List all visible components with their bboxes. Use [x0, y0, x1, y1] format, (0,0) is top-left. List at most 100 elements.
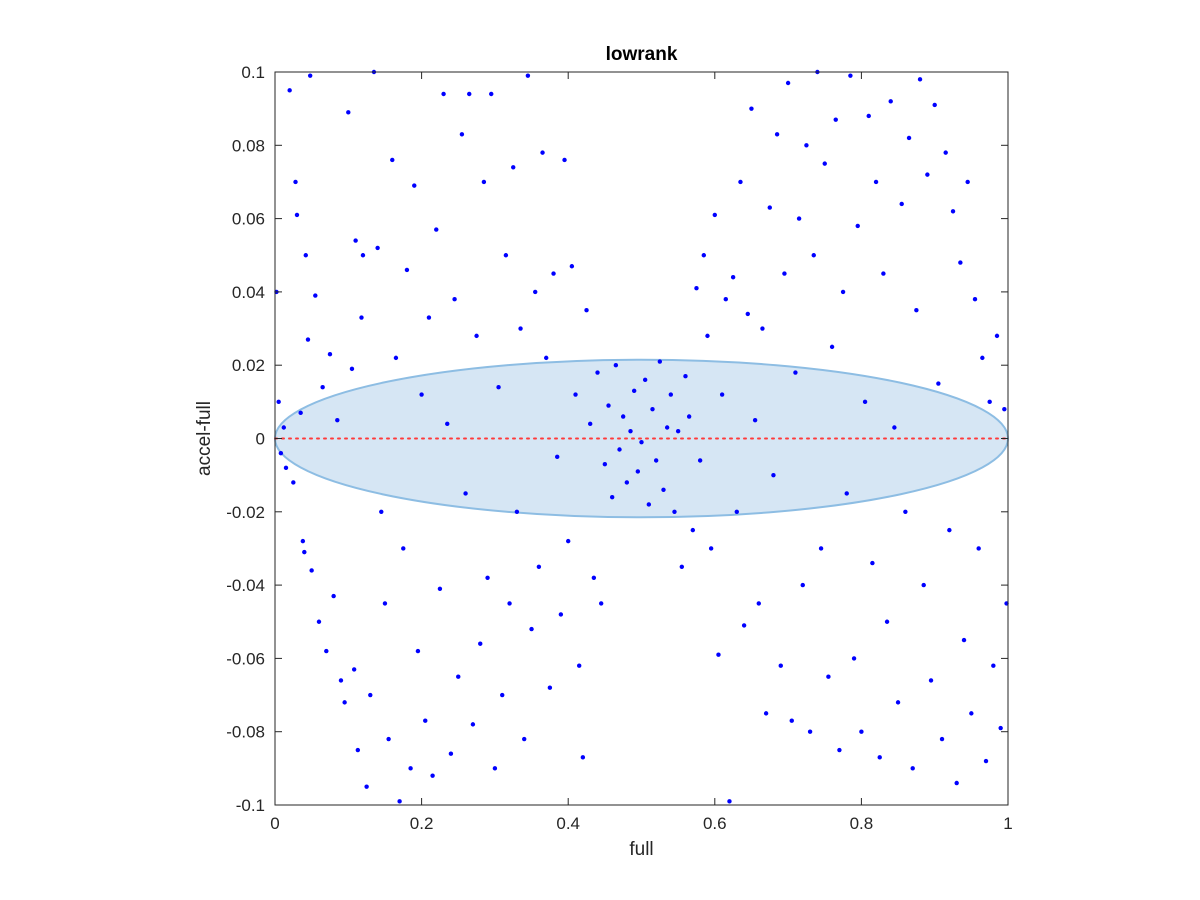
data-point — [994, 333, 1000, 339]
data-point — [522, 736, 527, 742]
data-point — [478, 641, 483, 646]
data-point — [426, 315, 432, 320]
data-point — [804, 143, 809, 148]
data-point — [448, 751, 454, 756]
chart-title: lowrank — [606, 44, 678, 65]
data-point — [525, 73, 531, 78]
data-point — [309, 568, 314, 573]
data-point — [760, 326, 765, 331]
data-point — [793, 370, 798, 375]
data-point — [606, 403, 611, 408]
data-point — [303, 253, 308, 258]
data-point — [785, 80, 791, 86]
data-point — [763, 711, 769, 716]
x-tick-label: 1 — [1003, 814, 1012, 833]
data-point — [375, 245, 380, 251]
data-point — [620, 414, 626, 419]
data-point — [991, 663, 996, 668]
data-point — [485, 575, 490, 580]
data-point — [947, 527, 952, 533]
data-point — [829, 344, 835, 350]
x-tick-label: 0.2 — [410, 814, 434, 833]
data-point — [547, 685, 553, 690]
y-axis-label: accel-full — [194, 401, 215, 476]
data-point — [767, 205, 772, 210]
data-point — [595, 370, 600, 375]
y-tick-label: 0.08 — [232, 136, 265, 155]
data-point — [533, 289, 538, 295]
data-point — [291, 480, 296, 485]
data-point — [873, 179, 879, 185]
data-point — [353, 238, 358, 243]
data-point — [837, 747, 842, 753]
y-tick-label: -0.08 — [226, 723, 265, 742]
data-point — [738, 179, 743, 185]
x-tick-label: 0 — [270, 814, 279, 833]
data-point — [774, 132, 780, 137]
data-point — [481, 179, 487, 185]
data-point — [503, 253, 509, 258]
data-point — [536, 564, 542, 569]
data-point — [782, 271, 787, 276]
y-tick-label: 0.04 — [232, 283, 265, 302]
y-tick-label: 0.1 — [241, 63, 265, 82]
data-point — [800, 582, 805, 588]
data-point — [668, 392, 674, 397]
data-point — [910, 766, 915, 771]
data-point — [300, 538, 306, 544]
data-point — [932, 102, 937, 108]
data-point — [1002, 406, 1007, 412]
data-point — [624, 480, 630, 485]
data-point — [281, 425, 286, 430]
data-point — [349, 366, 355, 372]
data-point — [826, 674, 831, 679]
data-point — [609, 494, 615, 500]
data-point — [859, 729, 864, 734]
data-point — [540, 150, 545, 155]
data-point — [331, 593, 336, 599]
data-point — [529, 626, 534, 632]
data-point — [745, 311, 750, 317]
data-point — [888, 99, 893, 104]
data-point — [661, 487, 666, 493]
data-point — [642, 377, 648, 383]
data-point — [496, 384, 501, 390]
data-point — [602, 461, 608, 467]
data-point — [969, 711, 974, 716]
data-point — [892, 425, 897, 430]
data-point — [445, 421, 450, 427]
data-point — [613, 363, 619, 368]
data-point — [811, 253, 816, 258]
data-point — [500, 692, 505, 698]
data-point — [404, 267, 410, 273]
data-point — [730, 275, 736, 280]
data-point — [434, 227, 439, 232]
data-point — [939, 736, 945, 742]
data-point — [679, 564, 685, 569]
data-point — [386, 736, 391, 742]
data-point — [390, 157, 395, 163]
data-point — [789, 718, 794, 723]
data-point — [307, 73, 313, 78]
data-point — [796, 216, 802, 221]
data-point — [419, 392, 424, 397]
data-point — [701, 253, 707, 258]
data-point — [840, 289, 846, 295]
data-point — [650, 406, 655, 412]
data-point — [489, 91, 494, 97]
data-point — [569, 264, 575, 269]
data-point — [584, 308, 589, 313]
data-point — [914, 308, 919, 313]
data-point — [851, 656, 857, 661]
data-point — [518, 326, 523, 331]
data-point — [412, 183, 417, 188]
data-point — [756, 601, 761, 606]
data-point — [566, 538, 571, 544]
data-point — [278, 450, 284, 456]
data-point — [749, 106, 754, 111]
data-point — [822, 161, 827, 166]
data-point — [958, 260, 963, 265]
data-point — [972, 297, 978, 302]
y-tick-label: 0 — [256, 430, 265, 449]
